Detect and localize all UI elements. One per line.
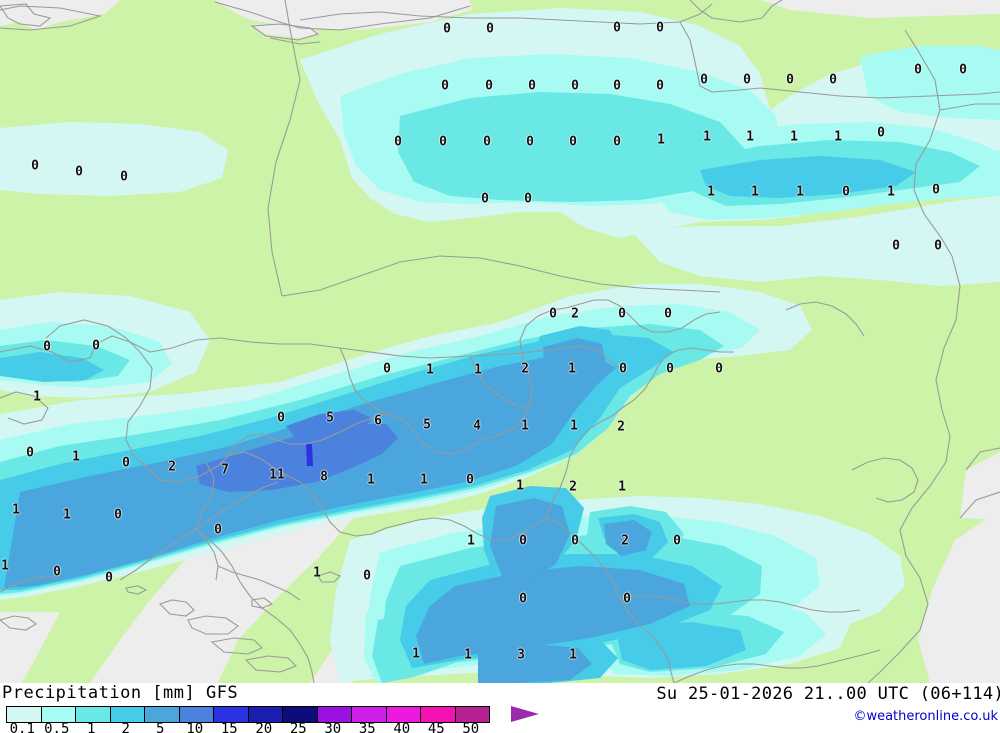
legend-tick-2: 2 (121, 721, 130, 733)
legend-swatch-2 (109, 707, 144, 722)
legend-tick-25: 25 (289, 721, 307, 733)
legend-swatch-45 (420, 707, 455, 722)
legend-swatch-50 (454, 707, 489, 722)
border-layer (0, 0, 1000, 683)
legend-swatch-1 (75, 707, 110, 722)
legend-tick-0.5: 0.5 (44, 721, 70, 733)
legend-overflow-arrow (511, 706, 539, 722)
legend-tick-35: 35 (358, 721, 376, 733)
legend-swatch-0.5 (40, 707, 75, 722)
legend-tick-0.1: 0.1 (9, 721, 35, 733)
precip-band-10 (196, 410, 398, 492)
legend-tick-20: 20 (255, 721, 273, 733)
legend-swatch-0.1 (7, 707, 41, 722)
legend-colorbar (6, 706, 490, 723)
legend-tick-50: 50 (462, 721, 480, 733)
legend-swatch-40 (385, 707, 420, 722)
legend-swatch-25 (282, 707, 317, 722)
legend-swatch-10 (178, 707, 213, 722)
legend-tick-15: 15 (220, 721, 238, 733)
legend-swatch-5 (144, 707, 179, 722)
legend-tick-labels: 0.1 0.5 1 2 5 10 15 20 25 30 35 40 45 50 (0, 721, 520, 733)
precip-band-15 (306, 444, 313, 466)
legend-tick-10: 10 (186, 721, 204, 733)
copyright-credit: ©weatheronline.co.uk (853, 709, 998, 724)
legend-tick-45: 45 (427, 721, 445, 733)
legend-swatch-30 (316, 707, 351, 722)
legend-tick-30: 30 (324, 721, 342, 733)
legend-swatch-20 (247, 707, 282, 722)
legend-tick-1: 1 (87, 721, 96, 733)
legend-tick-5: 5 (156, 721, 165, 733)
valid-time-stamp: Su 25-01-2026 21..00 UTC (06+114) (656, 684, 1000, 704)
legend-title: Precipitation [mm] GFS (2, 683, 239, 703)
map-footer: Precipitation [mm] GFS 0.1 0.5 1 2 5 10 15 20 25… (0, 683, 1000, 733)
legend-swatch-15 (213, 707, 248, 722)
legend-tick-40: 40 (393, 721, 411, 733)
legend-swatch-35 (351, 707, 386, 722)
map-canvas (0, 0, 1000, 683)
